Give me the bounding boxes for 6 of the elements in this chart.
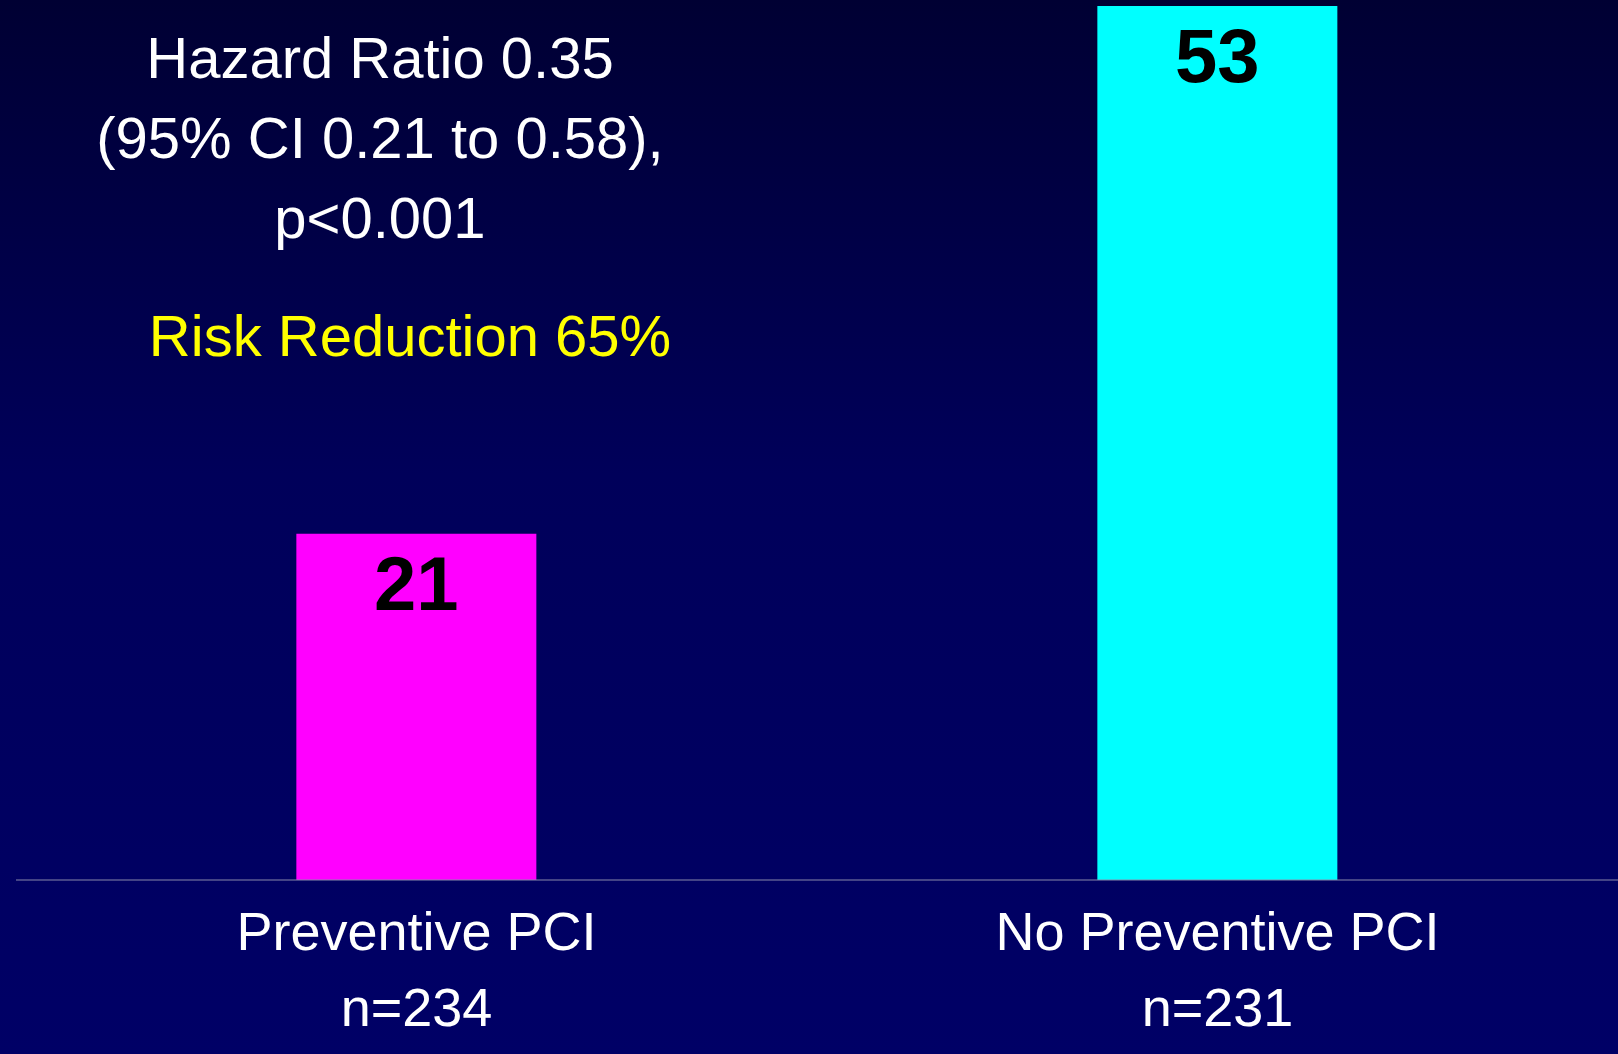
x-tick-label: Preventive PCI n=234	[236, 901, 597, 1037]
annotation: Hazard Ratio 0.35 (95% CI 0.21 to 0.58), p<0.001	[95, 24, 665, 252]
data-label: 21	[374, 540, 459, 626]
x-tick-label: No Preventive PCI n=231	[995, 901, 1440, 1037]
annotation: Risk Reduction 65%	[147, 302, 673, 370]
data-label: 53	[1175, 12, 1260, 98]
